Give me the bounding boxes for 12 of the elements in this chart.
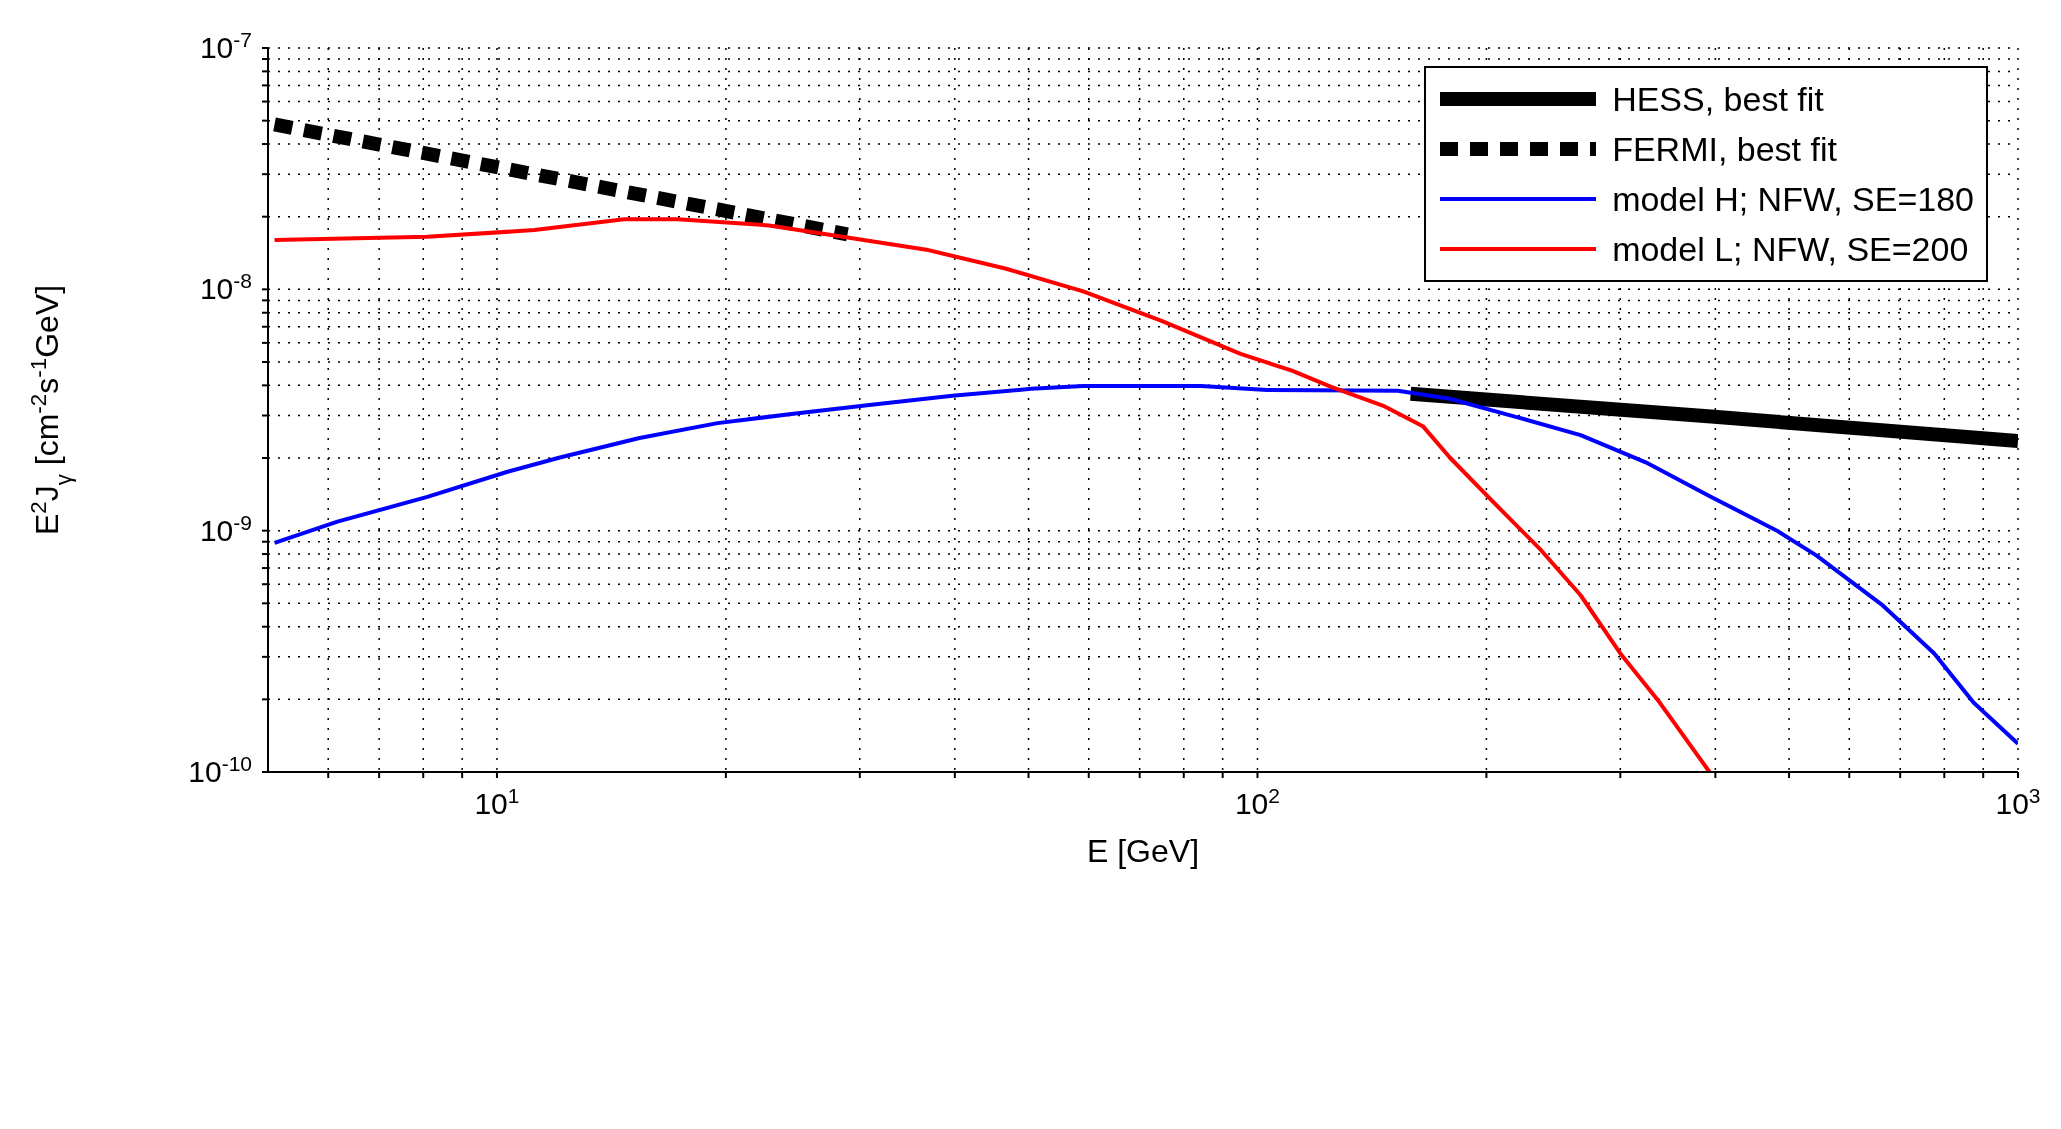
y-tick-label: 10$^{-7}$ (199, 27, 252, 64)
y-tick-label: 10$^{-9}$ (199, 510, 252, 547)
x-axis-title: E [GeV] (1086, 833, 1200, 869)
legend-label: model L; NFW, SE=200 (1612, 229, 1969, 269)
legend-label: HESS, best fit (1612, 79, 1824, 119)
x-tick-label: 10$^{1}$ (474, 783, 520, 820)
legend-label: FERMI, best fit (1612, 129, 1837, 169)
legend-label: model H; NFW, SE=180 (1612, 179, 1974, 219)
y-tick-label: 10$^{-8}$ (199, 268, 252, 306)
y-tick-label: 10$^{-10}$ (188, 751, 252, 788)
x-tick-label: 10$^{2}$ (1234, 783, 1280, 820)
x-tick-label: 10$^{3}$ (1995, 783, 2041, 820)
